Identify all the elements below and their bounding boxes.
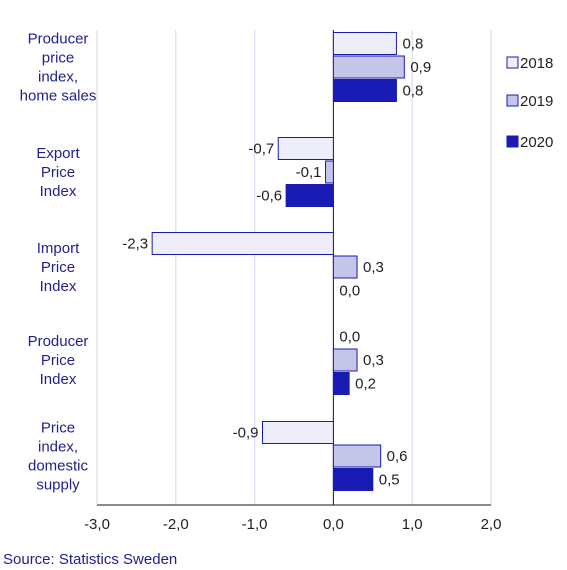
- bar: [332, 372, 350, 395]
- category-label: Index: [40, 278, 77, 295]
- bar: [332, 444, 382, 468]
- category-label: Producer: [28, 333, 89, 350]
- legend-swatch: [506, 56, 519, 69]
- legend-label: 2018: [520, 55, 553, 72]
- x-tick-label: 2,0: [481, 516, 502, 533]
- data-label: 0,8: [402, 83, 423, 100]
- data-label: 0,3: [363, 352, 384, 369]
- category-label: Price: [41, 420, 75, 437]
- bar: [151, 232, 334, 255]
- category-label: Price: [41, 352, 75, 369]
- category-label: price: [42, 50, 75, 67]
- data-label: -0,1: [296, 164, 322, 181]
- x-tick-label: -1,0: [242, 516, 268, 533]
- x-tick-label: 0,0: [323, 516, 344, 533]
- bar: [332, 79, 397, 102]
- category-label: home sales: [20, 88, 97, 105]
- bar: [261, 421, 334, 444]
- data-label: 0,8: [402, 36, 423, 53]
- category-label: Producer: [28, 31, 89, 48]
- bar: [332, 32, 397, 55]
- data-label: 0,6: [387, 448, 408, 465]
- category-label: Index: [40, 371, 77, 388]
- bar: [332, 55, 405, 79]
- bar: [325, 160, 334, 184]
- category-label: Index: [40, 183, 77, 200]
- category-label: Export: [36, 145, 80, 162]
- category-label: Price: [41, 259, 75, 276]
- bar: [332, 348, 358, 372]
- data-label: -0,6: [256, 188, 282, 205]
- category-label: Price: [41, 164, 75, 181]
- data-label: 0,5: [379, 472, 400, 489]
- category-label: supply: [36, 477, 80, 494]
- category-label: index,: [38, 69, 78, 86]
- bar: [332, 468, 374, 491]
- source-note: Source: Statistics Sweden: [3, 551, 178, 568]
- x-tick-label: -3,0: [84, 516, 110, 533]
- legend-swatch: [506, 94, 519, 107]
- data-label: 0,0: [339, 329, 360, 346]
- data-label: 0,0: [339, 283, 360, 300]
- category-label: Import: [37, 240, 80, 257]
- legend-label: 2019: [520, 93, 553, 110]
- data-label: -0,7: [248, 141, 274, 158]
- data-label: 0,3: [363, 259, 384, 276]
- data-label: -2,3: [122, 236, 148, 253]
- category-label: domestic: [28, 458, 89, 475]
- data-label: 0,2: [355, 376, 376, 393]
- legend-label: 2020: [520, 134, 553, 151]
- bar-chart: -3,0 -2,0 -1,0 0,0 1,0 2,0 0,8 0,9 0,8 Producer pr…: [20, 30, 553, 533]
- bar: [332, 255, 358, 279]
- category-label: index,: [38, 439, 78, 456]
- bar: [285, 184, 334, 207]
- x-tick-label: 1,0: [402, 516, 423, 533]
- data-label: -0,9: [233, 425, 259, 442]
- data-label: 0,9: [410, 59, 431, 76]
- bar: [277, 137, 334, 160]
- x-tick-label: -2,0: [163, 516, 189, 533]
- legend-swatch: [506, 135, 519, 148]
